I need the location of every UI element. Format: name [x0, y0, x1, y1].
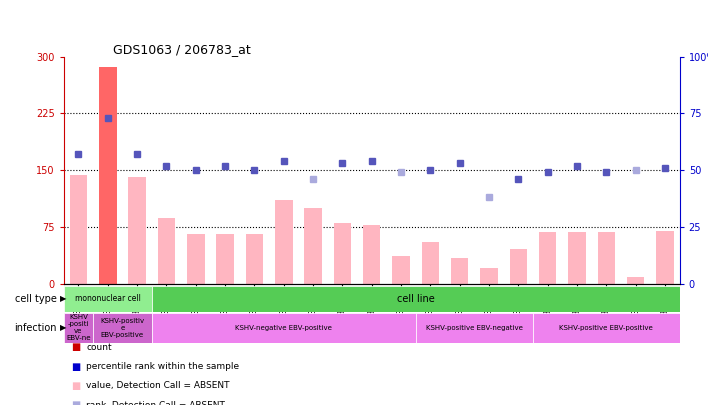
Text: ▶: ▶	[60, 294, 67, 303]
Text: ▶: ▶	[60, 323, 67, 333]
Text: cell type: cell type	[15, 294, 57, 304]
Text: ■: ■	[71, 362, 80, 371]
Bar	[510, 249, 527, 284]
Bar	[480, 269, 498, 283]
Bar	[152, 313, 416, 343]
Bar	[99, 67, 117, 283]
Bar	[451, 258, 469, 284]
Text: KSHV-positiv
e
EBV-positive: KSHV-positiv e EBV-positive	[101, 318, 144, 338]
Text: rank, Detection Call = ABSENT: rank, Detection Call = ABSENT	[86, 401, 225, 405]
Bar	[304, 208, 322, 284]
Text: value, Detection Call = ABSENT: value, Detection Call = ABSENT	[86, 382, 230, 390]
Bar	[128, 177, 146, 284]
Text: infection: infection	[14, 323, 57, 333]
Text: count: count	[86, 343, 112, 352]
Text: KSHV-positive EBV-positive: KSHV-positive EBV-positive	[559, 325, 653, 331]
Text: GDS1063 / 206783_at: GDS1063 / 206783_at	[113, 43, 251, 55]
Text: KSHV-positive EBV-negative: KSHV-positive EBV-negative	[426, 325, 523, 331]
Bar	[275, 200, 292, 284]
Text: percentile rank within the sample: percentile rank within the sample	[86, 362, 239, 371]
Text: cell line: cell line	[396, 294, 435, 304]
Bar	[64, 286, 152, 312]
Bar	[246, 234, 263, 284]
Bar	[598, 232, 615, 284]
Bar	[421, 242, 439, 284]
Bar	[392, 256, 410, 284]
Text: mononuclear cell: mononuclear cell	[75, 294, 141, 303]
Text: ■: ■	[71, 401, 80, 405]
Bar	[416, 313, 533, 343]
Bar	[333, 223, 351, 284]
Bar	[158, 218, 175, 284]
Bar	[187, 234, 205, 284]
Bar	[69, 175, 87, 284]
Bar	[64, 313, 93, 343]
Bar	[152, 286, 680, 312]
Text: ■: ■	[71, 342, 80, 352]
Bar	[216, 234, 234, 284]
Bar	[363, 224, 380, 284]
Bar	[627, 277, 644, 284]
Bar	[539, 232, 556, 284]
Bar	[93, 313, 152, 343]
Text: KSHV-negative EBV-positive: KSHV-negative EBV-positive	[235, 325, 332, 331]
Text: KSHV
-positi
ve
EBV-ne: KSHV -positi ve EBV-ne	[66, 314, 91, 341]
Bar	[569, 232, 586, 284]
Text: ■: ■	[71, 381, 80, 391]
Bar	[656, 230, 674, 284]
Bar	[533, 313, 680, 343]
